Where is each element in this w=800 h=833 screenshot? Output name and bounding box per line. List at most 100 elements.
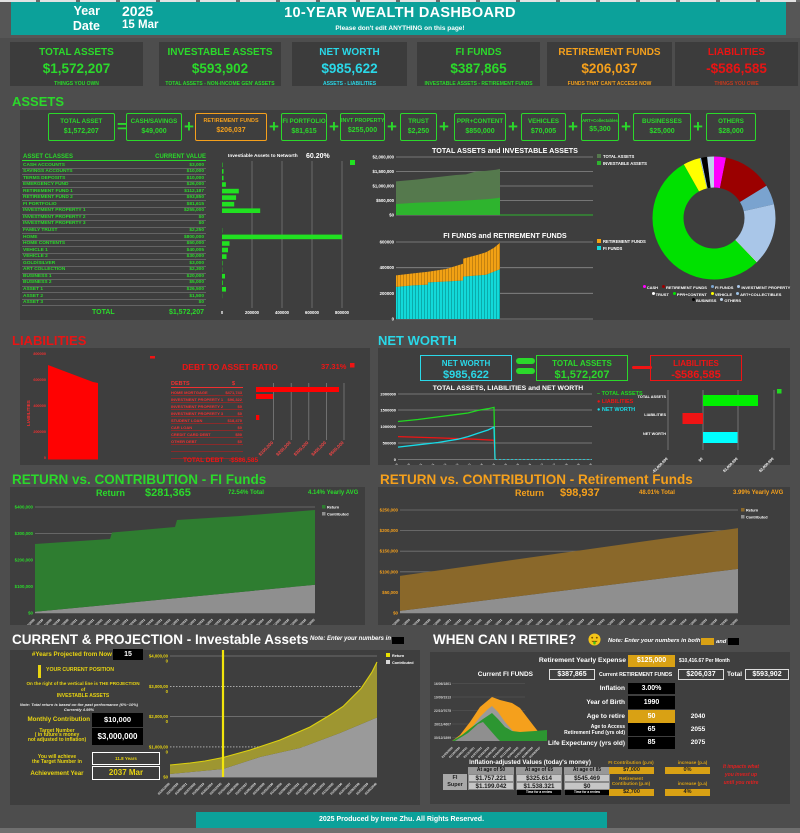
svg-text:$500,000: $500,000 <box>376 198 395 203</box>
svg-text:01/11/2023: 01/11/2023 <box>209 618 223 625</box>
svg-text:01/03/2021: 01/03/2021 <box>448 618 462 625</box>
svg-text:$100,000: $100,000 <box>380 569 399 574</box>
svg-text:01/01/2027: 01/01/2027 <box>531 462 544 465</box>
svg-text:$2,000,000: $2,000,000 <box>372 155 394 160</box>
svg-text:01/01/2023: 01/01/2023 <box>166 618 180 625</box>
svg-text:$0: $0 <box>389 213 394 218</box>
svg-text:01/01/2023: 01/01/2023 <box>561 618 575 625</box>
svg-text:01/03/2021: 01/03/2021 <box>410 462 423 465</box>
svg-text:01/11/2021: 01/11/2021 <box>107 618 121 625</box>
svg-text:01/09/2024: 01/09/2024 <box>483 462 496 465</box>
svg-text:01/09/2025: 01/09/2025 <box>725 618 739 625</box>
svg-text:01/10/2028: 01/10/2028 <box>568 462 581 465</box>
svg-text:$1,500,000: $1,500,000 <box>372 169 394 174</box>
svg-text:01/05/2023: 01/05/2023 <box>582 618 596 625</box>
svg-text:0: 0 <box>166 659 169 664</box>
svg-text:01/01/2022: 01/01/2022 <box>500 618 514 625</box>
svg-text:01/01/2024: 01/01/2024 <box>623 618 637 625</box>
svg-text:$200,000: $200,000 <box>275 440 292 457</box>
svg-text:01/07/2022: 01/07/2022 <box>530 618 544 625</box>
svg-text:0: 0 <box>392 317 395 322</box>
svg-text:01/07/2020: 01/07/2020 <box>39 618 53 625</box>
svg-text:01/03/2022: 01/03/2022 <box>124 618 138 625</box>
svg-text:0: 0 <box>221 310 224 315</box>
svg-text:01/11/2020: 01/11/2020 <box>428 618 442 625</box>
svg-text:01/07/2023: 01/07/2023 <box>459 462 472 465</box>
svg-text:01/03/2021: 01/03/2021 <box>73 618 87 625</box>
svg-text:800000: 800000 <box>33 352 46 356</box>
svg-text:01/07/2023: 01/07/2023 <box>592 618 606 625</box>
svg-text:$500,000: $500,000 <box>328 440 345 457</box>
svg-text:$100,000: $100,000 <box>257 440 274 457</box>
svg-text:16/06/1801: 16/06/1801 <box>434 682 451 686</box>
svg-text:$400,000: $400,000 <box>15 505 34 510</box>
svg-text:01/11/2025: 01/11/2025 <box>507 462 520 465</box>
svg-text:01/01/2020: 01/01/2020 <box>386 462 399 465</box>
svg-text:01/05/2020: 01/05/2020 <box>397 618 411 625</box>
svg-text:01/01/2021: 01/01/2021 <box>64 618 78 625</box>
svg-text:01/09/2025: 01/09/2025 <box>302 618 316 625</box>
svg-text:1000000: 1000000 <box>380 424 396 429</box>
svg-text:01/09/2021: 01/09/2021 <box>98 618 112 625</box>
svg-text:TOTAL ASSETS and INVESTABLE AS: TOTAL ASSETS and INVESTABLE ASSETS <box>432 146 578 155</box>
svg-text:01/08/2027: 01/08/2027 <box>544 462 557 465</box>
svg-text:01/04/2025: 01/04/2025 <box>495 462 508 465</box>
svg-text:Contributed: Contributed <box>746 516 768 520</box>
svg-text:01/09/2020: 01/09/2020 <box>47 618 61 625</box>
svg-text:$0: $0 <box>698 457 704 463</box>
svg-text:1500000: 1500000 <box>380 408 396 413</box>
svg-text:$0: $0 <box>28 611 33 616</box>
svg-text:Investiable Assets to Networth: Investiable Assets to Networth <box>228 153 298 159</box>
svg-text:01/03/2024: 01/03/2024 <box>226 618 240 625</box>
svg-text:19/09/1913: 19/09/1913 <box>434 696 451 700</box>
svg-text:01/05/2021: 01/05/2021 <box>459 618 473 625</box>
svg-text:01/05/2024: 01/05/2024 <box>643 618 657 625</box>
svg-text:$1,000,000: $1,000,000 <box>722 457 738 473</box>
svg-text:01/01/2022: 01/01/2022 <box>115 618 129 625</box>
svg-text:Return: Return <box>746 509 759 513</box>
svg-text:2000000: 2000000 <box>380 392 396 397</box>
svg-text:$50,000: $50,000 <box>382 590 398 595</box>
svg-text:$4,000,00: $4,000,00 <box>149 654 169 659</box>
svg-text:01/03/2022: 01/03/2022 <box>510 618 524 625</box>
svg-text:01/11/2024: 01/11/2024 <box>674 618 688 625</box>
svg-text:$200,000: $200,000 <box>15 558 34 563</box>
svg-text:$3,000,00: $3,000,00 <box>149 684 169 689</box>
svg-text:Return: Return <box>327 506 340 510</box>
svg-text:01/09/2023: 01/09/2023 <box>602 618 616 625</box>
svg-text:$0: $0 <box>393 611 398 616</box>
svg-text:0: 0 <box>166 719 169 724</box>
svg-text:01/11/2023: 01/11/2023 <box>612 618 626 625</box>
svg-text:01/07/2025: 01/07/2025 <box>715 618 729 625</box>
svg-text:01/01/2021: 01/01/2021 <box>438 618 452 625</box>
svg-text:01/05/2023: 01/05/2023 <box>183 618 197 625</box>
svg-text:01/05/2022: 01/05/2022 <box>520 618 534 625</box>
svg-text:400000: 400000 <box>33 404 46 408</box>
svg-text:0: 0 <box>394 457 397 462</box>
svg-text:01/03/2020: 01/03/2020 <box>22 618 36 625</box>
svg-text:01/03/2024: 01/03/2024 <box>633 618 647 625</box>
svg-text:01/02/2024: 01/02/2024 <box>471 462 484 465</box>
svg-text:22/10/7075: 22/10/7075 <box>434 709 451 713</box>
svg-text:01/12/2022: 01/12/2022 <box>447 462 460 465</box>
svg-text:01/09/2023: 01/09/2023 <box>200 618 214 625</box>
svg-text:01/07/2024: 01/07/2024 <box>653 618 667 625</box>
svg-text:01/11/2021: 01/11/2021 <box>489 618 503 625</box>
svg-text:01/05/2025: 01/05/2025 <box>285 618 299 625</box>
svg-text:Return: Return <box>392 654 405 658</box>
svg-text:0: 0 <box>166 689 169 694</box>
svg-text:$2,000,00: $2,000,00 <box>149 714 169 719</box>
svg-text:600000: 600000 <box>33 378 46 382</box>
svg-text:01/06/2026: 01/06/2026 <box>519 462 532 465</box>
svg-text:$200,000: $200,000 <box>380 528 399 533</box>
svg-text:01/10/2021: 01/10/2021 <box>422 462 435 465</box>
svg-text:01/03/2023: 01/03/2023 <box>571 618 585 625</box>
svg-text:RETIREMENT FUNDS: RETIREMENT FUNDS <box>603 239 646 244</box>
svg-text:FI FUNDS: FI FUNDS <box>603 246 623 251</box>
svg-text:$0: $0 <box>163 775 168 780</box>
svg-text:$1,000,000: $1,000,000 <box>372 184 394 189</box>
svg-text:01/11/2020: 01/11/2020 <box>56 618 70 625</box>
svg-text:Contributed: Contributed <box>392 661 414 665</box>
svg-text:01/08/2020: 01/08/2020 <box>398 462 411 465</box>
svg-text:01/07/2022: 01/07/2022 <box>141 618 155 625</box>
